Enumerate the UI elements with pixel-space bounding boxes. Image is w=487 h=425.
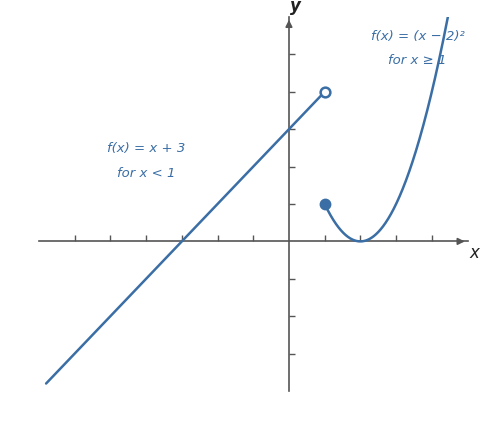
Text: f(x) = x + 3: f(x) = x + 3	[107, 142, 185, 156]
Text: for x < 1: for x < 1	[117, 167, 175, 180]
Text: for x ≥ 1: for x ≥ 1	[388, 54, 447, 68]
Text: f(x) = (x − 2)²: f(x) = (x − 2)²	[371, 30, 465, 43]
Text: x: x	[469, 244, 479, 262]
Text: y: y	[290, 0, 301, 15]
